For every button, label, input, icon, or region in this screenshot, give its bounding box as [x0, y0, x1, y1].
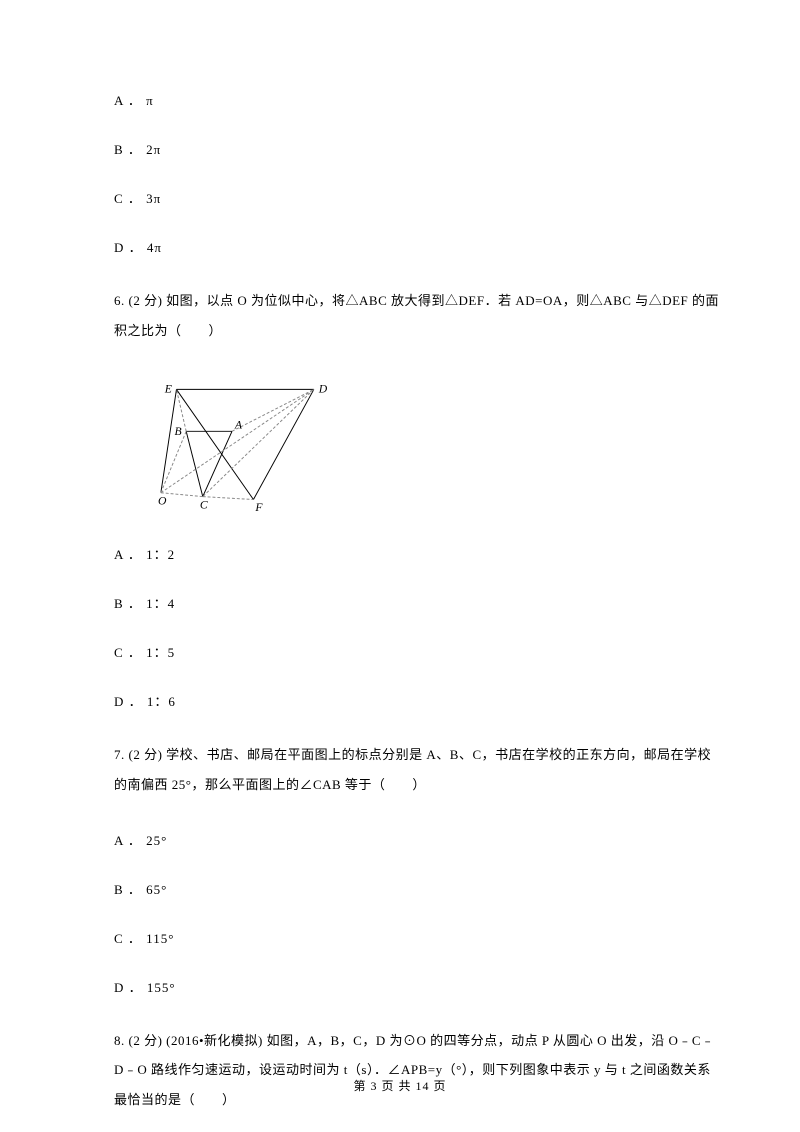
q6-text-content: 6. (2 分) 如图，以点 O 为位似中心，将△ABC 放大得到△DEF．若 … [114, 293, 719, 338]
q6-option-a: A ． 1：2 [78, 544, 722, 563]
q6-diagram: O C F B A E D [156, 376, 722, 516]
q6-option-d: D ． 1：6 [78, 691, 722, 710]
q8-text-content: 8. (2 分) (2016•新化模拟) 如图，A，B，C，D 为⊙O 的四等分… [114, 1033, 715, 1108]
footer-middle: 页 共 [381, 1079, 411, 1093]
q5-option-d: D ． 4π [78, 237, 722, 256]
footer-suffix: 页 [434, 1079, 447, 1093]
svg-text:C: C [200, 498, 208, 511]
q7-option-a: A ． 25° [78, 830, 722, 849]
q8-text: 8. (2 分) (2016•新化模拟) 如图，A，B，C，D 为⊙O 的四等分… [78, 1026, 722, 1116]
q6-option-b: B ． 1：4 [78, 593, 722, 612]
q6-text: 6. (2 分) 如图，以点 O 为位似中心，将△ABC 放大得到△DEF．若 … [78, 286, 722, 346]
q7-option-d: D ． 155° [78, 977, 722, 996]
q7-text: 7. (2 分) 学校、书店、邮局在平面图上的标点分别是 A、B、C，书店在学校… [78, 740, 722, 800]
svg-text:B: B [175, 425, 182, 438]
q6-option-c: C ． 1：5 [78, 642, 722, 661]
q7-text-content: 7. (2 分) 学校、书店、邮局在平面图上的标点分别是 A、B、C，书店在学校… [114, 747, 711, 792]
q5-option-a: A ． π [78, 90, 722, 109]
q5-option-c: C ． 3π [78, 188, 722, 207]
q7-option-b: B ． 65° [78, 879, 722, 898]
q7-option-c: C ． 115° [78, 928, 722, 947]
footer-current: 3 [370, 1079, 377, 1093]
page-footer: 第 3 页 共 14 页 [0, 1077, 800, 1094]
svg-text:F: F [254, 501, 263, 511]
svg-text:A: A [234, 418, 243, 431]
svg-text:O: O [158, 494, 167, 507]
q5-option-b: B ． 2π [78, 139, 722, 158]
svg-text:E: E [164, 382, 172, 395]
footer-prefix: 第 [353, 1079, 366, 1093]
svg-text:D: D [318, 382, 328, 395]
footer-total: 14 [416, 1079, 430, 1093]
